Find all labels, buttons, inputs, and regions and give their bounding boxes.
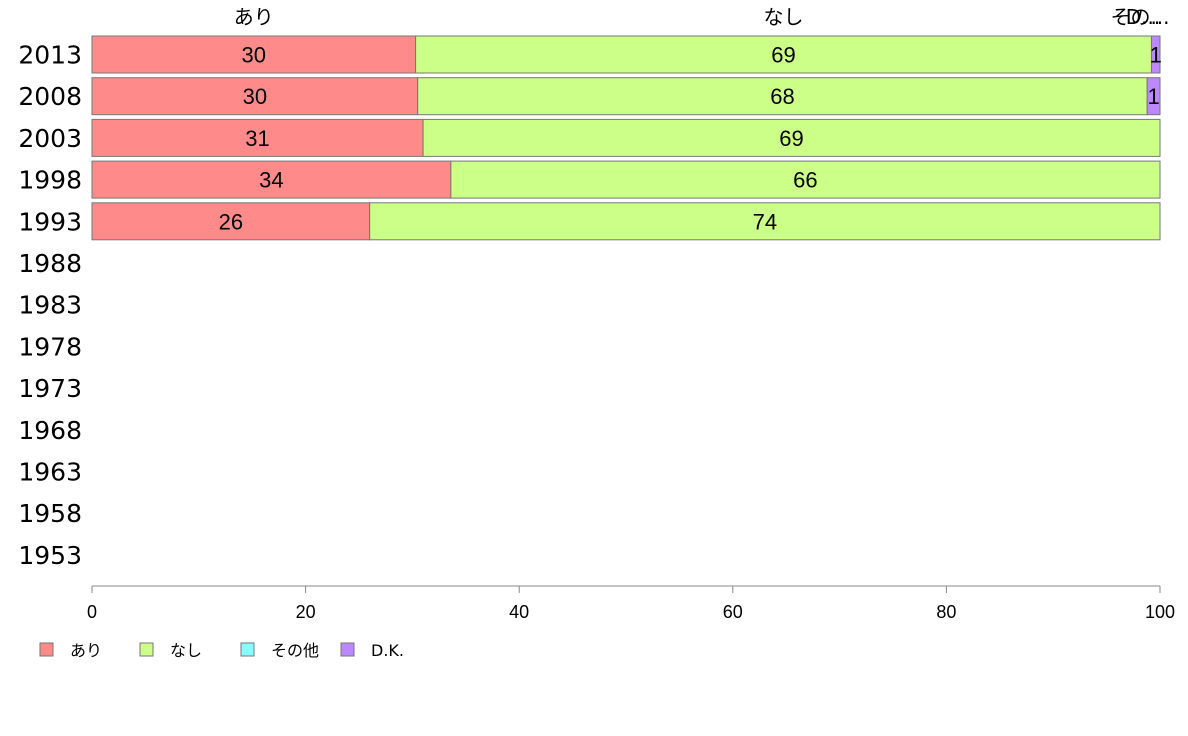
year-label: 1958 xyxy=(18,499,82,528)
bar-value-label: 26 xyxy=(219,209,243,234)
legend-swatch xyxy=(139,642,154,657)
bar-value-label: 69 xyxy=(771,43,795,68)
x-tick-label: 100 xyxy=(1145,602,1175,622)
year-label: 2008 xyxy=(18,82,82,111)
top-category-label: その... xyxy=(1110,5,1169,29)
bar-segment xyxy=(1150,35,1161,74)
legend-label: あり xyxy=(70,641,102,660)
bar-value-label: 34 xyxy=(259,168,283,193)
year-label: 1968 xyxy=(18,416,82,445)
bar-value-label: 68 xyxy=(770,84,794,109)
bar-value-label: 30 xyxy=(242,43,266,68)
top-category-label: なし xyxy=(764,5,804,29)
legend: あり なし その他 D.K. xyxy=(39,641,404,660)
bar-value-label: 66 xyxy=(793,168,817,193)
bar-value-label: 1 xyxy=(1147,84,1159,109)
legend-label: その他 xyxy=(271,641,319,660)
year-label: 1953 xyxy=(18,541,82,570)
year-label: 2013 xyxy=(18,41,82,70)
bar-segment xyxy=(91,118,424,157)
x-tick-label: 80 xyxy=(936,602,956,622)
year-label: 1973 xyxy=(18,374,82,403)
top-category-label: D... xyxy=(1126,5,1160,29)
year-label: 1988 xyxy=(18,249,82,278)
year-label: 1978 xyxy=(18,332,82,361)
top-category-labels: あり なし その...D... xyxy=(234,5,1170,29)
year-label: 1963 xyxy=(18,458,82,487)
bar-segment xyxy=(415,35,1152,74)
year-labels: 2013 2008 2003 1998 1993 1988 1983 1978 1973 1968… xyxy=(18,41,82,570)
x-tick-label: 20 xyxy=(296,602,316,622)
legend-label: なし xyxy=(170,641,202,660)
bar-segment xyxy=(422,118,1161,157)
legend-label: D.K. xyxy=(371,641,404,660)
x-tick-label: 60 xyxy=(723,602,743,622)
bars: 30 69 1 30 68 1 31 69 34 66 26 74 xyxy=(91,35,1162,241)
bar-segment xyxy=(369,202,1161,241)
bar-value-label: 30 xyxy=(243,84,267,109)
legend-swatch xyxy=(240,642,255,657)
legend-swatch xyxy=(340,642,355,657)
bar-value-label: 31 xyxy=(245,126,269,151)
bar-segment xyxy=(91,160,452,199)
x-tick-label: 40 xyxy=(509,602,529,622)
legend-swatch xyxy=(39,642,54,657)
bar-value-label: 74 xyxy=(753,209,777,234)
year-label: 1998 xyxy=(18,166,82,195)
year-label: 1983 xyxy=(18,291,82,320)
bar-segment xyxy=(417,77,1148,116)
bar-segment xyxy=(1146,77,1161,116)
bar-segment xyxy=(91,77,419,116)
bar-segment xyxy=(91,35,417,74)
x-axis: 0 20 40 60 80 100 xyxy=(87,585,1175,622)
year-label: 2003 xyxy=(18,124,82,153)
x-tick-label: 0 xyxy=(87,602,97,622)
bar-value-label: 1 xyxy=(1150,43,1162,68)
bar-segment xyxy=(450,160,1161,199)
top-category-label: あり xyxy=(234,5,274,29)
bar-value-label: 69 xyxy=(779,126,803,151)
year-label: 1993 xyxy=(18,207,82,236)
